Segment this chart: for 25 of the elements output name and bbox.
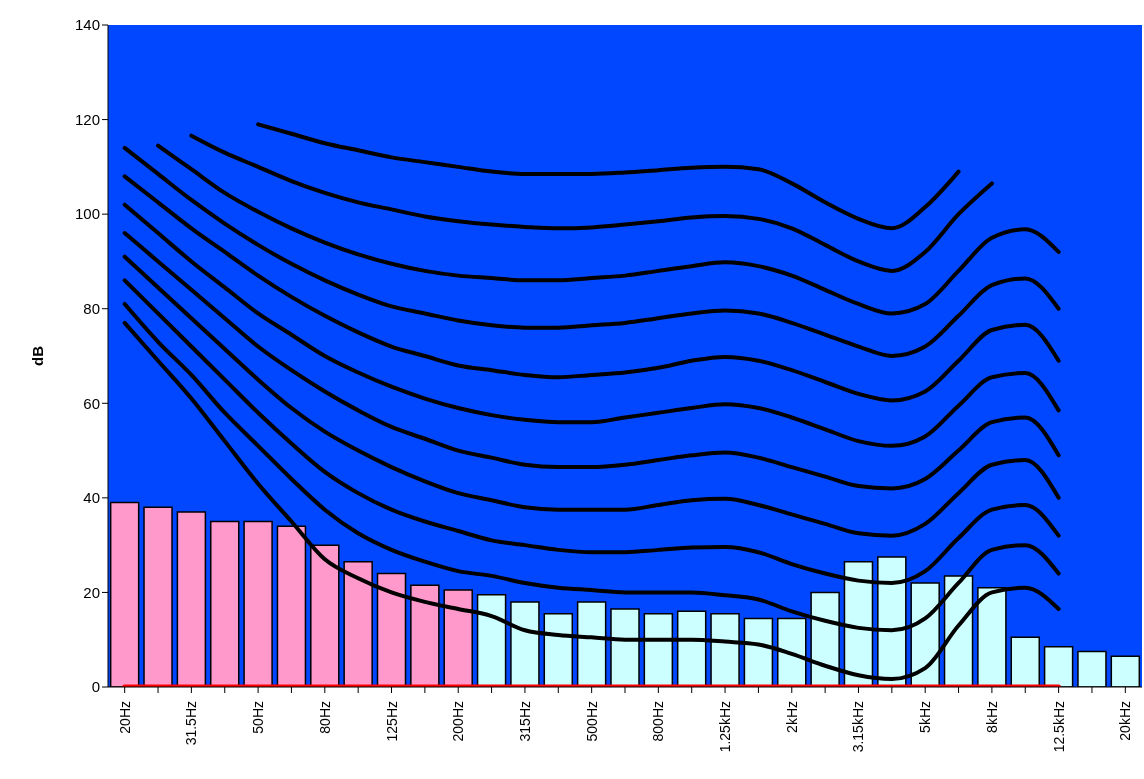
x-tick-label: 50Hz [250,701,267,734]
y-tick-label: 80 [83,300,100,318]
x-tick-label: 315Hz [516,701,533,742]
x-tick-label: 500Hz [583,701,600,742]
x-tick-label: 31.5Hz [183,701,200,746]
y-axis-title: dB [29,345,47,366]
x-tick-label: 125Hz [383,701,400,742]
y-tick-label: 140 [74,16,100,34]
x-tick-label: 3.15kHz [850,701,867,753]
x-tick-label: 12.5kHz [1050,701,1067,753]
y-tick-label: 40 [83,489,100,507]
y-tick-label: 120 [74,110,100,128]
y-tick-label: 0 [91,678,100,696]
y-tick-label: 20 [83,583,100,601]
x-tick-label: 20Hz [116,701,133,734]
x-tick-label: 5kHz [917,701,934,733]
x-tick-label: 2kHz [783,701,800,733]
x-tick-label: 800Hz [650,701,667,742]
y-tick-label: 60 [83,394,100,412]
x-tick-label: 1.25kHz [717,701,734,753]
x-tick-label: 200Hz [450,701,467,742]
x-tick-label: 20kHz [1117,701,1134,741]
y-tick-label: 100 [74,205,100,223]
x-tick-label: 8kHz [983,701,1000,733]
x-tick-label: 80Hz [316,701,333,734]
